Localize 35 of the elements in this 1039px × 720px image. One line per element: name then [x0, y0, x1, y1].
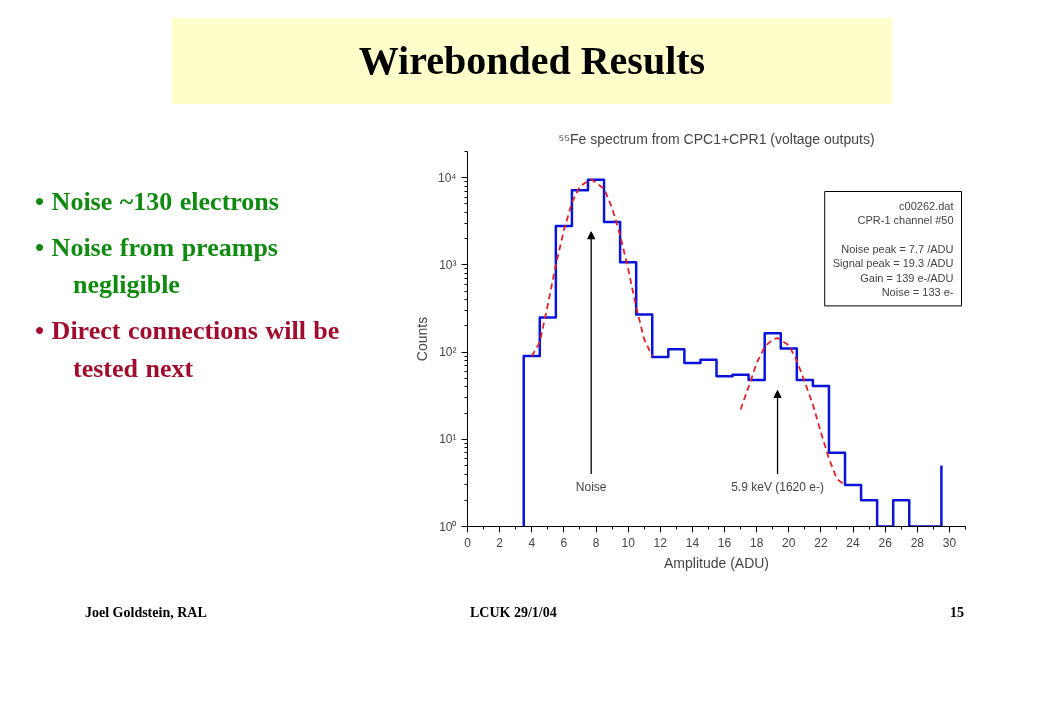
x-tick-label: 26 [878, 535, 893, 550]
y-tick-label: 10⁰ [439, 519, 457, 534]
x-tick-label: 10 [621, 535, 636, 550]
x-tick-label: 12 [653, 535, 668, 550]
x-axis-title: Amplitude (ADU) [663, 554, 770, 571]
x-tick-label: 18 [749, 535, 764, 550]
y-tick-label: 10² [439, 345, 457, 360]
annotation: 5.9 keV (1620 e-) [731, 480, 824, 495]
y-tick-label: 10⁴ [438, 170, 457, 185]
line-series [530, 178, 654, 358]
chart-title: Wirebonded Results [172, 18, 892, 104]
x-tick-label: 16 [717, 535, 732, 550]
annotation: Noise [575, 480, 607, 495]
text: Joel Goldstein, RAL [85, 604, 207, 622]
x-tick-label: 30 [942, 535, 957, 550]
x-tick-label: 8 [592, 535, 600, 550]
y-tick-label: 10¹ [439, 432, 457, 447]
text: 15 [950, 604, 964, 622]
y-axis-title: Counts [414, 316, 430, 362]
x-tick-label: 22 [814, 535, 828, 550]
x-tick-label: 0 [464, 535, 472, 550]
text: • Direct connections will be tested next [35, 315, 341, 385]
text: • Noise ~130 electrons [35, 186, 280, 218]
x-tick-label: 6 [560, 535, 568, 550]
text: c00262.dat CPR-1 channel #50 Noise peak = 7.7 /ADU Signal peak = 19.3 /ADU Gain = 139 e-/ADU Noise = 133 e- [832, 199, 954, 298]
x-tick-label: 28 [910, 535, 925, 550]
y-tick-label: 10³ [439, 257, 457, 272]
text: LCUK 29/1/04 [470, 604, 557, 622]
chart-subtitle: ⁵⁵Fe spectrum from CPC1+CPR1 (voltage outputs) [558, 130, 875, 147]
x-tick-label: 4 [528, 535, 536, 550]
x-tick-label: 24 [846, 535, 861, 550]
x-tick-label: 14 [685, 535, 700, 550]
text: • Noise from preamps negligible [35, 231, 279, 302]
x-tick-label: 20 [782, 535, 796, 550]
x-tick-label: 2 [496, 535, 504, 550]
